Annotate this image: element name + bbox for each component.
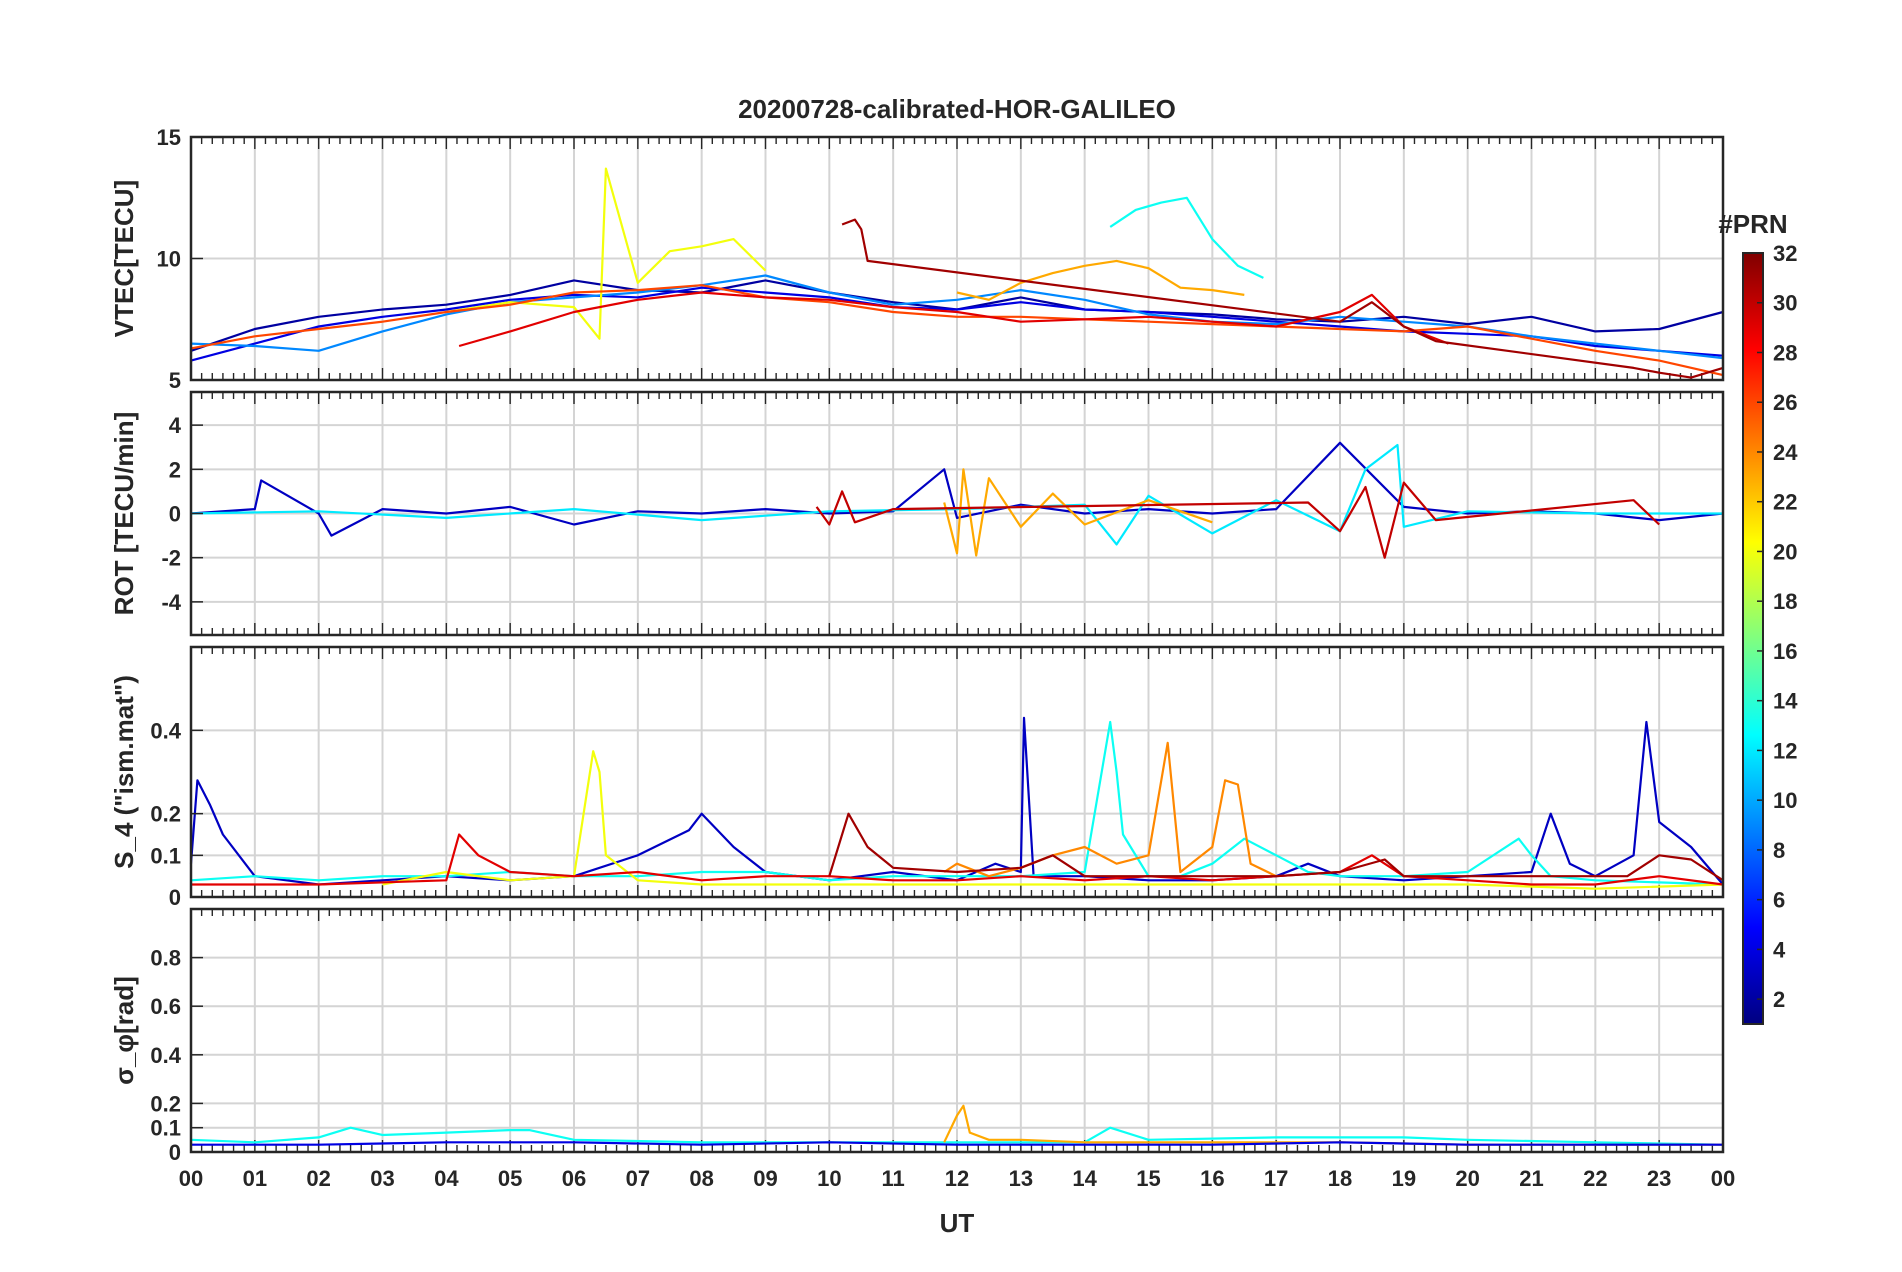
colorbar-tick-label: 8 xyxy=(1773,838,1785,863)
series-line-prn-29 xyxy=(191,833,1724,886)
colorbar-tick-label: 22 xyxy=(1773,490,1797,515)
panel-vtec: 5 10 15 VTEC[TECU] xyxy=(109,125,1725,393)
panel-s4: 0 0.1 0.2 0.4 S_4 ("ism.mat") xyxy=(109,645,1725,910)
x-tick-label: 01 xyxy=(243,1166,267,1191)
x-tick-label: 00 xyxy=(1711,1166,1735,1191)
x-tick-label: 22 xyxy=(1583,1166,1607,1191)
colorbar-tick-label: 32 xyxy=(1773,241,1797,266)
series-line-prn-31 xyxy=(841,218,1724,379)
x-tick-label: 10 xyxy=(817,1166,841,1191)
series-line-prn-13 xyxy=(1109,196,1264,279)
colorbar-tick-label: 12 xyxy=(1773,738,1797,763)
y-tick-label: 0.4 xyxy=(150,718,181,743)
x-tick-label: 09 xyxy=(753,1166,777,1191)
y-tick-label: 0 xyxy=(169,1140,181,1165)
colorbar-tick-label: 28 xyxy=(1773,340,1797,365)
series-line-prn-23 xyxy=(943,468,1213,557)
y-tick-label: 0.2 xyxy=(150,1091,181,1116)
colorbar-tick-label: 18 xyxy=(1773,589,1797,614)
y-tick-label: 0.6 xyxy=(150,994,181,1019)
y-axis-label: S_4 ("ism.mat") xyxy=(109,675,139,869)
x-tick-label: 17 xyxy=(1264,1166,1288,1191)
y-axis-label: VTEC[TECU] xyxy=(109,180,139,337)
x-tick-label: 14 xyxy=(1072,1166,1097,1191)
series-line-prn-20 xyxy=(382,750,1724,890)
series-line-prn-3 xyxy=(189,716,1724,886)
colorbar-tick-label: 10 xyxy=(1773,788,1797,813)
y-tick-label: 0.1 xyxy=(150,1116,181,1141)
colorbar-tick-label: 4 xyxy=(1773,937,1786,962)
colorbar-gradient xyxy=(1742,252,1764,1025)
y-tick-label: 10 xyxy=(157,247,181,272)
colorbar-tick-label: 30 xyxy=(1773,291,1797,316)
y-axis-label: ROT [TECU/min] xyxy=(109,412,139,616)
panel-frame xyxy=(189,907,1725,1154)
x-tick-label: 18 xyxy=(1328,1166,1352,1191)
x-tick-label: 07 xyxy=(626,1166,650,1191)
x-tick-label: 02 xyxy=(306,1166,330,1191)
colorbar-tick-label: 14 xyxy=(1773,689,1798,714)
colorbar-tick-label: 26 xyxy=(1773,390,1797,415)
x-tick-label: 21 xyxy=(1519,1166,1543,1191)
x-tick-label: 04 xyxy=(434,1166,459,1191)
y-tick-label: 2 xyxy=(169,457,181,482)
x-tick-label: 23 xyxy=(1647,1166,1671,1191)
y-tick-label: 0.1 xyxy=(150,843,181,868)
y-tick-label: 0 xyxy=(169,885,181,910)
colorbar-label: #PRN xyxy=(1718,209,1787,239)
y-tick-label: -2 xyxy=(161,546,181,571)
colorbar-tick-label: 6 xyxy=(1773,888,1785,913)
y-tick-label: 0.8 xyxy=(150,946,181,971)
panel-frame xyxy=(189,645,1725,899)
colorbar-tick-label: 20 xyxy=(1773,539,1797,564)
y-tick-label: 0.4 xyxy=(150,1043,181,1068)
figure-title: 20200728-calibrated-HOR-GALILEO xyxy=(738,94,1176,124)
y-tick-label: 4 xyxy=(169,413,182,438)
y-tick-label: 5 xyxy=(169,368,181,393)
series-line-prn-24 xyxy=(943,741,1277,878)
y-axis-label: σ_φ[rad] xyxy=(109,976,139,1085)
series-line-prn-23 xyxy=(956,259,1245,301)
colorbar-tick-label: 24 xyxy=(1773,440,1798,465)
x-tick-label: 12 xyxy=(945,1166,969,1191)
panel-rot: -4 -2 0 2 4 ROT [TECU/min] xyxy=(109,390,1725,637)
x-tick-label: 15 xyxy=(1136,1166,1160,1191)
y-tick-label: 0.2 xyxy=(150,802,181,827)
y-tick-label: 0 xyxy=(169,502,181,527)
x-tick-label: 13 xyxy=(1009,1166,1033,1191)
x-tick-label: 08 xyxy=(689,1166,713,1191)
series-line-prn-3 xyxy=(190,441,1724,537)
series-line-prn-20 xyxy=(446,167,767,340)
series-line-prn-30 xyxy=(815,481,1660,559)
series-line-prn-4 xyxy=(190,286,1724,362)
series-line-prn-4 xyxy=(191,1141,1723,1146)
colorbar-tick-label: 16 xyxy=(1773,639,1797,664)
colorbar-tick-label: 2 xyxy=(1773,987,1785,1012)
x-tick-label: 05 xyxy=(498,1166,522,1191)
x-tick-label: 00 xyxy=(179,1166,203,1191)
x-tick-label: 16 xyxy=(1200,1166,1224,1191)
panel-sigma_phi: 00.10.2 0.4 0.6 0.8 σ_φ[rad] 00 01 02 03 04 05 06 07… xyxy=(109,907,1735,1191)
y-tick-label: 15 xyxy=(157,125,181,150)
x-tick-label: 11 xyxy=(882,1166,905,1191)
x-tick-label: 06 xyxy=(562,1166,586,1191)
y-tick-label: -4 xyxy=(161,590,181,615)
series-line-prn-31 xyxy=(828,812,1724,882)
x-tick-label: 20 xyxy=(1455,1166,1479,1191)
series-line-prn-26 xyxy=(190,284,1724,377)
series-line-prn-12 xyxy=(190,443,1723,546)
x-axis-label: UT xyxy=(940,1208,975,1238)
x-tick-label: 19 xyxy=(1392,1166,1416,1191)
series-line-prn-29 xyxy=(458,291,1449,348)
x-tick-label: 03 xyxy=(370,1166,394,1191)
